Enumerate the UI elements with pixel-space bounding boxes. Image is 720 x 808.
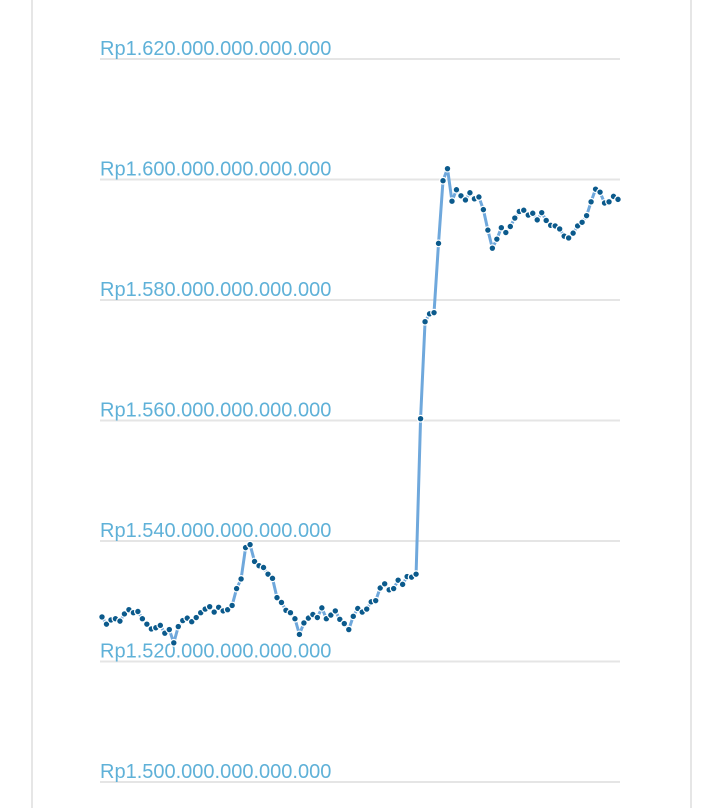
y-tick-label: Rp1.500.000.000.000.000 [100,761,331,783]
data-point[interactable] [439,176,447,185]
data-point[interactable] [291,614,299,623]
data-point[interactable] [295,630,304,639]
data-point[interactable] [448,197,456,206]
data-point[interactable] [443,164,452,173]
data-point[interactable] [205,602,214,611]
data-point[interactable] [528,209,537,218]
data-point[interactable] [156,621,165,630]
data-point[interactable] [237,575,245,583]
data-point[interactable] [169,638,178,647]
y-axis-tick-labels: Rp1.620.000.000.000.000 Rp1.600.000.000.0… [100,38,331,783]
data-point[interactable] [232,584,241,593]
data-point[interactable] [246,540,254,549]
data-point[interactable] [380,579,389,588]
data-point[interactable] [277,598,286,607]
data-point[interactable] [286,608,295,617]
data-point[interactable] [317,603,326,612]
data-point[interactable] [587,197,595,206]
data-point[interactable] [349,612,358,621]
data-point[interactable] [564,234,573,242]
data-point[interactable] [228,601,237,610]
data-point[interactable] [340,619,349,628]
data-point[interactable] [174,622,183,631]
data-point[interactable] [483,226,492,235]
data-point[interactable] [259,563,268,572]
data-point[interactable] [142,620,151,629]
data-point[interactable] [466,188,474,197]
data-point[interactable] [116,617,124,626]
data-point[interactable] [421,317,429,326]
data-point[interactable] [452,185,461,194]
data-point[interactable] [596,188,604,197]
y-tick-label: Rp1.620.000.000.000.000 [100,38,331,60]
data-point[interactable] [268,574,277,583]
data-point[interactable] [412,570,420,579]
data-point[interactable] [398,580,407,589]
y-tick-label: Rp1.600.000.000.000.000 [100,159,331,181]
y-tick-label: Rp1.560.000.000.000.000 [100,400,331,422]
data-point[interactable] [313,613,322,622]
data-point[interactable] [138,614,147,623]
data-point[interactable] [542,216,551,225]
data-point[interactable] [389,584,398,593]
data-point[interactable] [492,235,501,244]
data-point[interactable] [488,244,497,253]
data-point[interactable] [434,239,443,248]
data-point[interactable] [569,229,578,238]
data-point[interactable] [300,619,308,627]
data-point[interactable] [331,606,340,615]
data-point[interactable] [614,195,622,204]
y-tick-label: Rp1.580.000.000.000.000 [100,279,331,301]
data-point[interactable] [497,223,506,232]
data-point[interactable] [519,206,528,215]
data-point[interactable] [510,214,519,222]
data-point[interactable] [430,308,438,317]
data-point[interactable] [533,215,542,224]
data-point[interactable] [165,625,174,634]
data-point[interactable] [416,414,425,423]
data-point[interactable] [344,625,353,634]
chart-card [31,0,692,808]
data-point[interactable] [273,593,281,602]
data-point[interactable] [210,608,219,616]
data-point[interactable] [479,205,488,214]
y-tick-label: Rp1.540.000.000.000.000 [100,520,331,542]
data-point[interactable] [537,208,546,217]
data-point[interactable] [555,225,564,233]
data-point[interactable] [192,613,201,622]
data-point[interactable] [98,613,106,621]
data-point[interactable] [133,607,142,616]
data-point[interactable] [582,211,591,220]
data-point[interactable] [461,196,470,204]
data-point[interactable] [501,228,510,237]
data-point[interactable] [475,193,483,201]
y-tick-label: Rp1.520.000.000.000.000 [100,641,331,663]
data-point[interactable] [362,605,371,613]
data-point[interactable] [371,596,380,605]
data-point[interactable] [506,222,515,231]
data-point[interactable] [605,197,613,206]
data-point[interactable] [578,218,587,227]
series-markers [98,164,622,647]
gridlines [100,58,620,783]
